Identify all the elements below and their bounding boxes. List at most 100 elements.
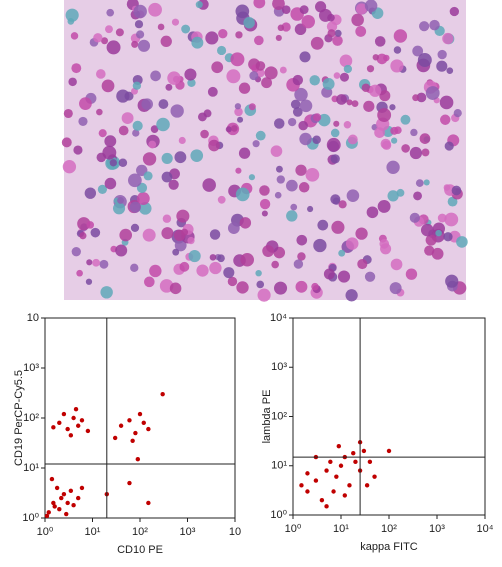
cell bbox=[223, 267, 235, 279]
cell bbox=[261, 210, 268, 217]
cell bbox=[386, 160, 400, 174]
cell bbox=[343, 64, 352, 74]
cell bbox=[77, 217, 91, 231]
y-tick-label: 10¹ bbox=[23, 462, 39, 474]
cell bbox=[382, 140, 392, 150]
cell bbox=[118, 125, 129, 136]
cell bbox=[345, 289, 358, 302]
cell bbox=[431, 247, 444, 260]
y-tick-label: 10³ bbox=[271, 361, 287, 373]
cell bbox=[415, 179, 424, 187]
cell bbox=[290, 203, 298, 211]
event-dot bbox=[85, 428, 91, 434]
x-tick-label: 10³ bbox=[429, 523, 445, 535]
cell bbox=[326, 21, 338, 32]
cell bbox=[239, 217, 252, 229]
cell bbox=[253, 0, 266, 9]
cell bbox=[425, 86, 440, 100]
x-tick-label: 10¹ bbox=[85, 526, 101, 538]
event-dot bbox=[127, 418, 132, 423]
cell bbox=[168, 179, 179, 190]
cell bbox=[351, 100, 359, 108]
cell bbox=[238, 82, 251, 94]
cell bbox=[238, 147, 251, 159]
event-dot bbox=[336, 443, 342, 449]
y-tick-label: 10¹ bbox=[271, 460, 287, 472]
cell bbox=[299, 132, 312, 146]
cell bbox=[409, 146, 423, 160]
cell bbox=[323, 268, 335, 280]
cell bbox=[62, 160, 77, 174]
cell bbox=[73, 145, 83, 155]
cell bbox=[104, 135, 117, 148]
cell bbox=[217, 254, 225, 263]
event-dot bbox=[133, 430, 138, 436]
cell bbox=[128, 173, 142, 188]
cell bbox=[364, 0, 378, 13]
cell bbox=[435, 229, 442, 237]
cell bbox=[160, 35, 172, 48]
cell bbox=[136, 192, 150, 205]
cell bbox=[277, 24, 285, 32]
cell bbox=[85, 278, 93, 285]
cell bbox=[117, 196, 124, 204]
cell bbox=[101, 79, 115, 93]
cell bbox=[346, 99, 353, 106]
cell bbox=[330, 194, 341, 205]
x-tick-label: 10¹ bbox=[333, 523, 349, 535]
cell bbox=[169, 282, 182, 295]
cell bbox=[412, 45, 424, 57]
cell bbox=[393, 46, 402, 54]
cell bbox=[338, 200, 347, 209]
cell bbox=[109, 159, 117, 167]
event-dot bbox=[65, 500, 70, 506]
event-dot bbox=[313, 478, 319, 483]
cell bbox=[295, 164, 307, 176]
event-dot bbox=[52, 504, 57, 509]
cell bbox=[444, 141, 454, 151]
event-dot bbox=[338, 463, 344, 468]
event-dot bbox=[112, 435, 118, 441]
cell bbox=[293, 259, 304, 269]
cell bbox=[207, 86, 218, 97]
event-dot bbox=[54, 485, 60, 491]
x-tick-label: 10 bbox=[229, 526, 241, 538]
event-dot bbox=[79, 418, 85, 423]
cell bbox=[161, 152, 173, 165]
cell bbox=[439, 95, 454, 110]
event-dot bbox=[361, 448, 367, 454]
x-tick-label: 10⁰ bbox=[285, 523, 302, 535]
event-dot bbox=[71, 415, 76, 421]
cell bbox=[410, 128, 418, 137]
event-dot bbox=[118, 423, 124, 428]
cell bbox=[208, 139, 220, 152]
y-tick-label: 10³ bbox=[23, 362, 39, 374]
cell bbox=[92, 258, 100, 267]
cell bbox=[235, 31, 243, 39]
cell bbox=[301, 14, 315, 29]
cell bbox=[100, 286, 113, 299]
event-dot bbox=[351, 450, 356, 456]
event-dot bbox=[49, 476, 55, 482]
cell bbox=[299, 99, 313, 113]
cell bbox=[357, 258, 368, 270]
cell bbox=[343, 121, 352, 129]
cell bbox=[172, 248, 180, 256]
cell bbox=[442, 32, 454, 45]
cell bbox=[264, 66, 278, 80]
cell bbox=[142, 152, 157, 166]
cell bbox=[79, 97, 92, 110]
cell bbox=[273, 281, 288, 295]
cell bbox=[355, 3, 368, 15]
cell bbox=[112, 202, 126, 215]
cell bbox=[412, 94, 420, 102]
cell bbox=[272, 0, 285, 10]
cell bbox=[148, 140, 157, 149]
cell bbox=[437, 213, 447, 223]
cell bbox=[337, 270, 351, 283]
plot-frame bbox=[44, 317, 236, 519]
y-tick-label: 10 bbox=[27, 312, 39, 324]
cell bbox=[345, 237, 359, 250]
cell bbox=[270, 145, 283, 157]
cell bbox=[372, 54, 379, 61]
